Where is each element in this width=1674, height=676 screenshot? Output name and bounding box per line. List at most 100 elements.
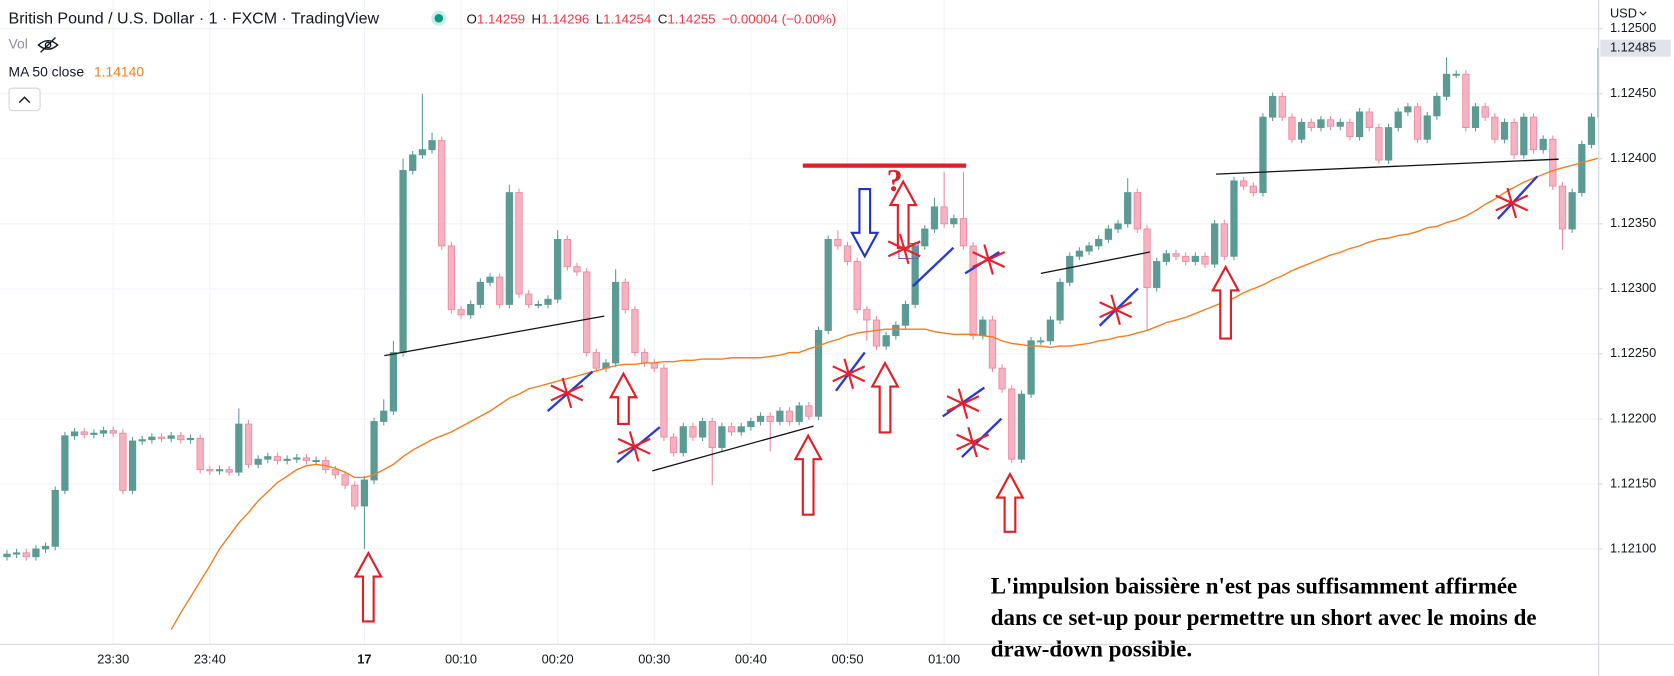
candle-body (940, 206, 948, 225)
candle-body (1162, 253, 1170, 262)
candle-body (872, 319, 881, 347)
candle-body (32, 548, 40, 558)
candle-body (51, 489, 59, 547)
candle-body (1462, 73, 1470, 128)
candle-body (1172, 253, 1180, 257)
ohlc-value: 1.14296 (541, 11, 589, 26)
candle-body (882, 335, 890, 347)
candle-body (1288, 116, 1296, 140)
candle-body (331, 469, 340, 476)
candles (3, 47, 1599, 630)
candle-body (128, 440, 137, 491)
candle-body (1259, 116, 1267, 194)
candle-body (138, 439, 146, 442)
candle-body (795, 405, 803, 422)
note: L'impulsion baissière n'est pas suffisam… (991, 574, 1537, 662)
candle-body (438, 140, 446, 247)
cross-mark (887, 233, 921, 265)
candle-body (1249, 185, 1257, 194)
candle-body (293, 457, 301, 460)
candle-body (225, 469, 233, 473)
candle-body (1085, 245, 1093, 252)
cross-stroke (1506, 187, 1518, 219)
candle-body (418, 149, 427, 156)
cross-mark (972, 244, 1006, 275)
ma-line (170, 157, 1599, 630)
price-label-box (1600, 39, 1671, 57)
candle-body (660, 367, 668, 438)
y-tick-label: 1.12500 (1610, 20, 1656, 35)
candle-body (196, 437, 204, 471)
candle-body (99, 430, 108, 434)
candle-body (1297, 121, 1306, 140)
note-line: L'impulsion baissière n'est pas suffisam… (991, 574, 1517, 599)
cross-mark (1495, 187, 1529, 219)
candle-body (3, 553, 11, 558)
candle-body (737, 426, 745, 433)
y-tick-label: 1.12400 (1610, 150, 1656, 165)
candle-body (698, 421, 707, 438)
candle-body (979, 319, 987, 337)
y-tick-label: 1.12200 (1610, 410, 1656, 425)
candle-body (1230, 180, 1238, 257)
ohlc-value: 1.14255 (667, 11, 715, 26)
candle-body (1133, 192, 1141, 230)
candle-body (186, 437, 195, 441)
x-tick-label: 00:50 (832, 651, 864, 666)
candle-body (1269, 95, 1277, 118)
vol-label[interactable]: Vol (9, 36, 28, 52)
down-arrow (850, 188, 880, 259)
change: −0.00004 (−0.00%) (722, 11, 836, 26)
currency-dropdown[interactable] (1639, 11, 1647, 16)
candle-body (1220, 223, 1228, 257)
candle-body (12, 552, 21, 555)
candle-body (669, 436, 678, 454)
cross-stroke (957, 388, 969, 419)
note-line: draw-down possible. (991, 637, 1192, 662)
candle-body (283, 458, 291, 461)
candle-body (988, 319, 997, 369)
y-tick-label: 1.12450 (1610, 85, 1656, 100)
x-tick-label: 23:30 (97, 651, 129, 666)
candle-body (592, 352, 600, 369)
drawings (353, 158, 1559, 623)
candle-body (70, 431, 79, 437)
candle-body (747, 421, 755, 428)
candle-body (1095, 238, 1103, 247)
candle-body (901, 304, 910, 326)
candle-body (1211, 223, 1219, 265)
candle-body (90, 432, 98, 435)
candle-body (689, 426, 697, 438)
candle-body (206, 469, 214, 472)
candle-body (273, 456, 282, 461)
y-tick-label: 1.12350 (1610, 215, 1656, 230)
candle-body (1539, 138, 1547, 151)
candle-body (959, 218, 968, 247)
cross-stroke (898, 233, 910, 265)
candle-body (380, 410, 388, 422)
y-tick-label: 1.12300 (1610, 280, 1656, 295)
candle-body (1452, 73, 1460, 76)
candle-body (80, 431, 88, 435)
candle-body (41, 545, 50, 550)
candle-body (950, 218, 958, 225)
candle-body (1336, 121, 1344, 127)
cross-mark (956, 426, 990, 458)
candle-body (776, 410, 784, 422)
collapse-button[interactable] (8, 87, 41, 112)
cross-stroke (843, 358, 855, 390)
candle-body (573, 266, 581, 273)
candle-body (1124, 192, 1132, 225)
candle-body (814, 330, 823, 417)
status-dot (434, 13, 444, 23)
candle-body (892, 324, 900, 337)
cross-mark (550, 377, 584, 409)
hide-icon[interactable] (37, 36, 59, 53)
ohlc-key: H (532, 11, 542, 26)
ma-label[interactable]: MA 50 close (9, 63, 85, 79)
up-arrow (793, 433, 823, 516)
currency[interactable]: USD (1610, 5, 1637, 20)
candle-body (1442, 73, 1451, 97)
candle-body (544, 298, 552, 305)
